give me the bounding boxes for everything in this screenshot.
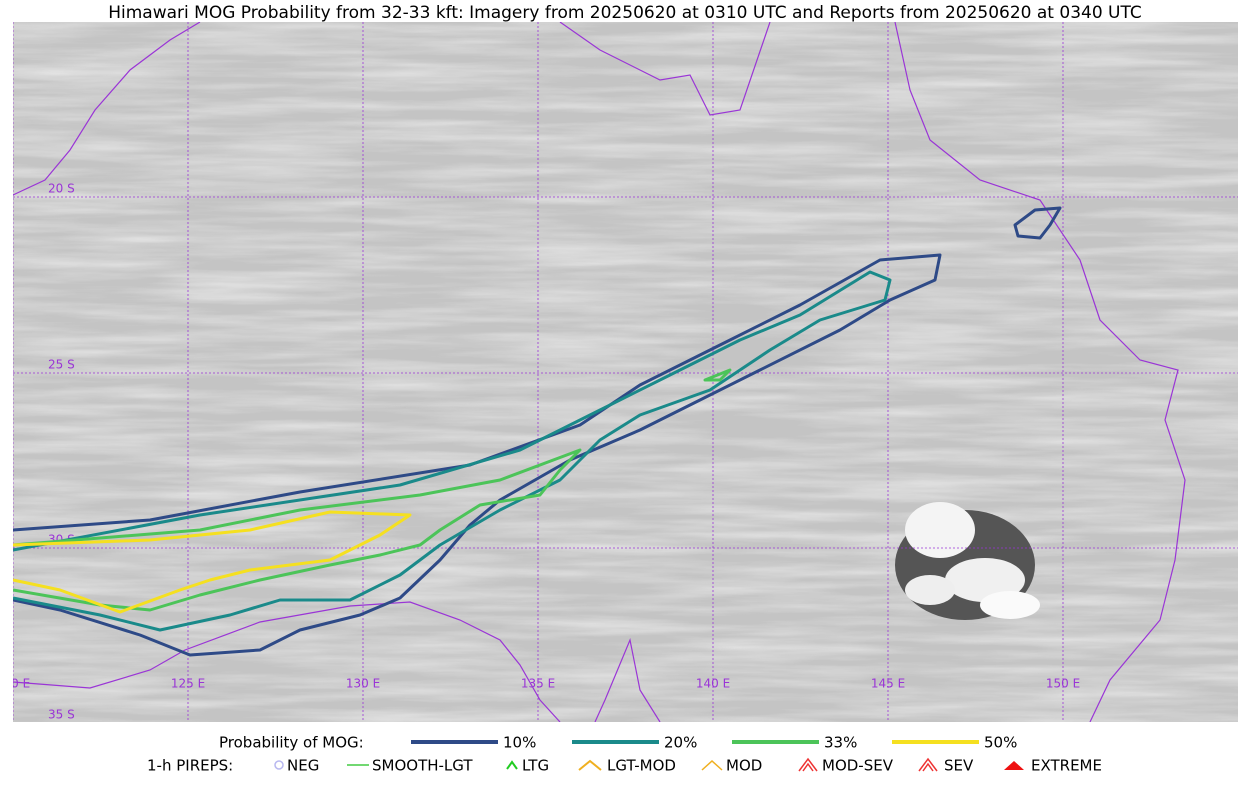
legend-label: SMOOTH-LGT: [372, 757, 473, 775]
lat-label: 25 S: [48, 358, 75, 372]
legend-label: MOD: [726, 757, 762, 775]
pirep-icon: [578, 759, 602, 771]
legend-label: LTG: [522, 757, 549, 775]
lat-label: 20 S: [48, 182, 75, 196]
lon-label: 150 E: [1046, 677, 1080, 691]
lon-label: 130 E: [346, 677, 380, 691]
legend-label: 20%: [664, 734, 697, 752]
legend-label: MOD-SEV: [822, 757, 894, 775]
lon-label: 120 E: [0, 677, 30, 691]
legend-label: 33%: [824, 734, 857, 752]
legend-label: EXTREME: [1031, 757, 1102, 775]
pirep-icon: [1004, 761, 1024, 770]
pirep-icon: [701, 759, 723, 771]
imagery-texture: [13, 22, 1238, 722]
legend-label: 50%: [984, 734, 1017, 752]
legend-label: LGT-MOD: [607, 757, 676, 775]
title: Himawari MOG Probability from 32-33 kft:…: [108, 3, 1142, 23]
legend-title: 1-h PIREPS:: [147, 757, 233, 775]
pirep-icon: [798, 757, 818, 772]
lon-label: 125 E: [171, 677, 205, 691]
pirep-icon: [506, 760, 518, 770]
coastlines: [13, 22, 1186, 722]
legend-label: 10%: [503, 734, 536, 752]
legend: Probability of MOG: 10% 20% 33% 50% 1-h PIREP…: [147, 734, 1102, 775]
legend-label: SEV: [944, 757, 974, 775]
legend-label: NEG: [287, 757, 319, 775]
contours: [13, 206, 1062, 657]
convective-cloud: [895, 502, 1040, 620]
lat-label: 35 S: [48, 708, 75, 722]
pirep-icon: [918, 757, 938, 772]
lon-label: 140 E: [696, 677, 730, 691]
lon-label: 135 E: [521, 677, 555, 691]
legend-title: Probability of MOG:: [219, 734, 364, 752]
lon-label: 145 E: [871, 677, 905, 691]
pirep-icon: [274, 760, 284, 770]
